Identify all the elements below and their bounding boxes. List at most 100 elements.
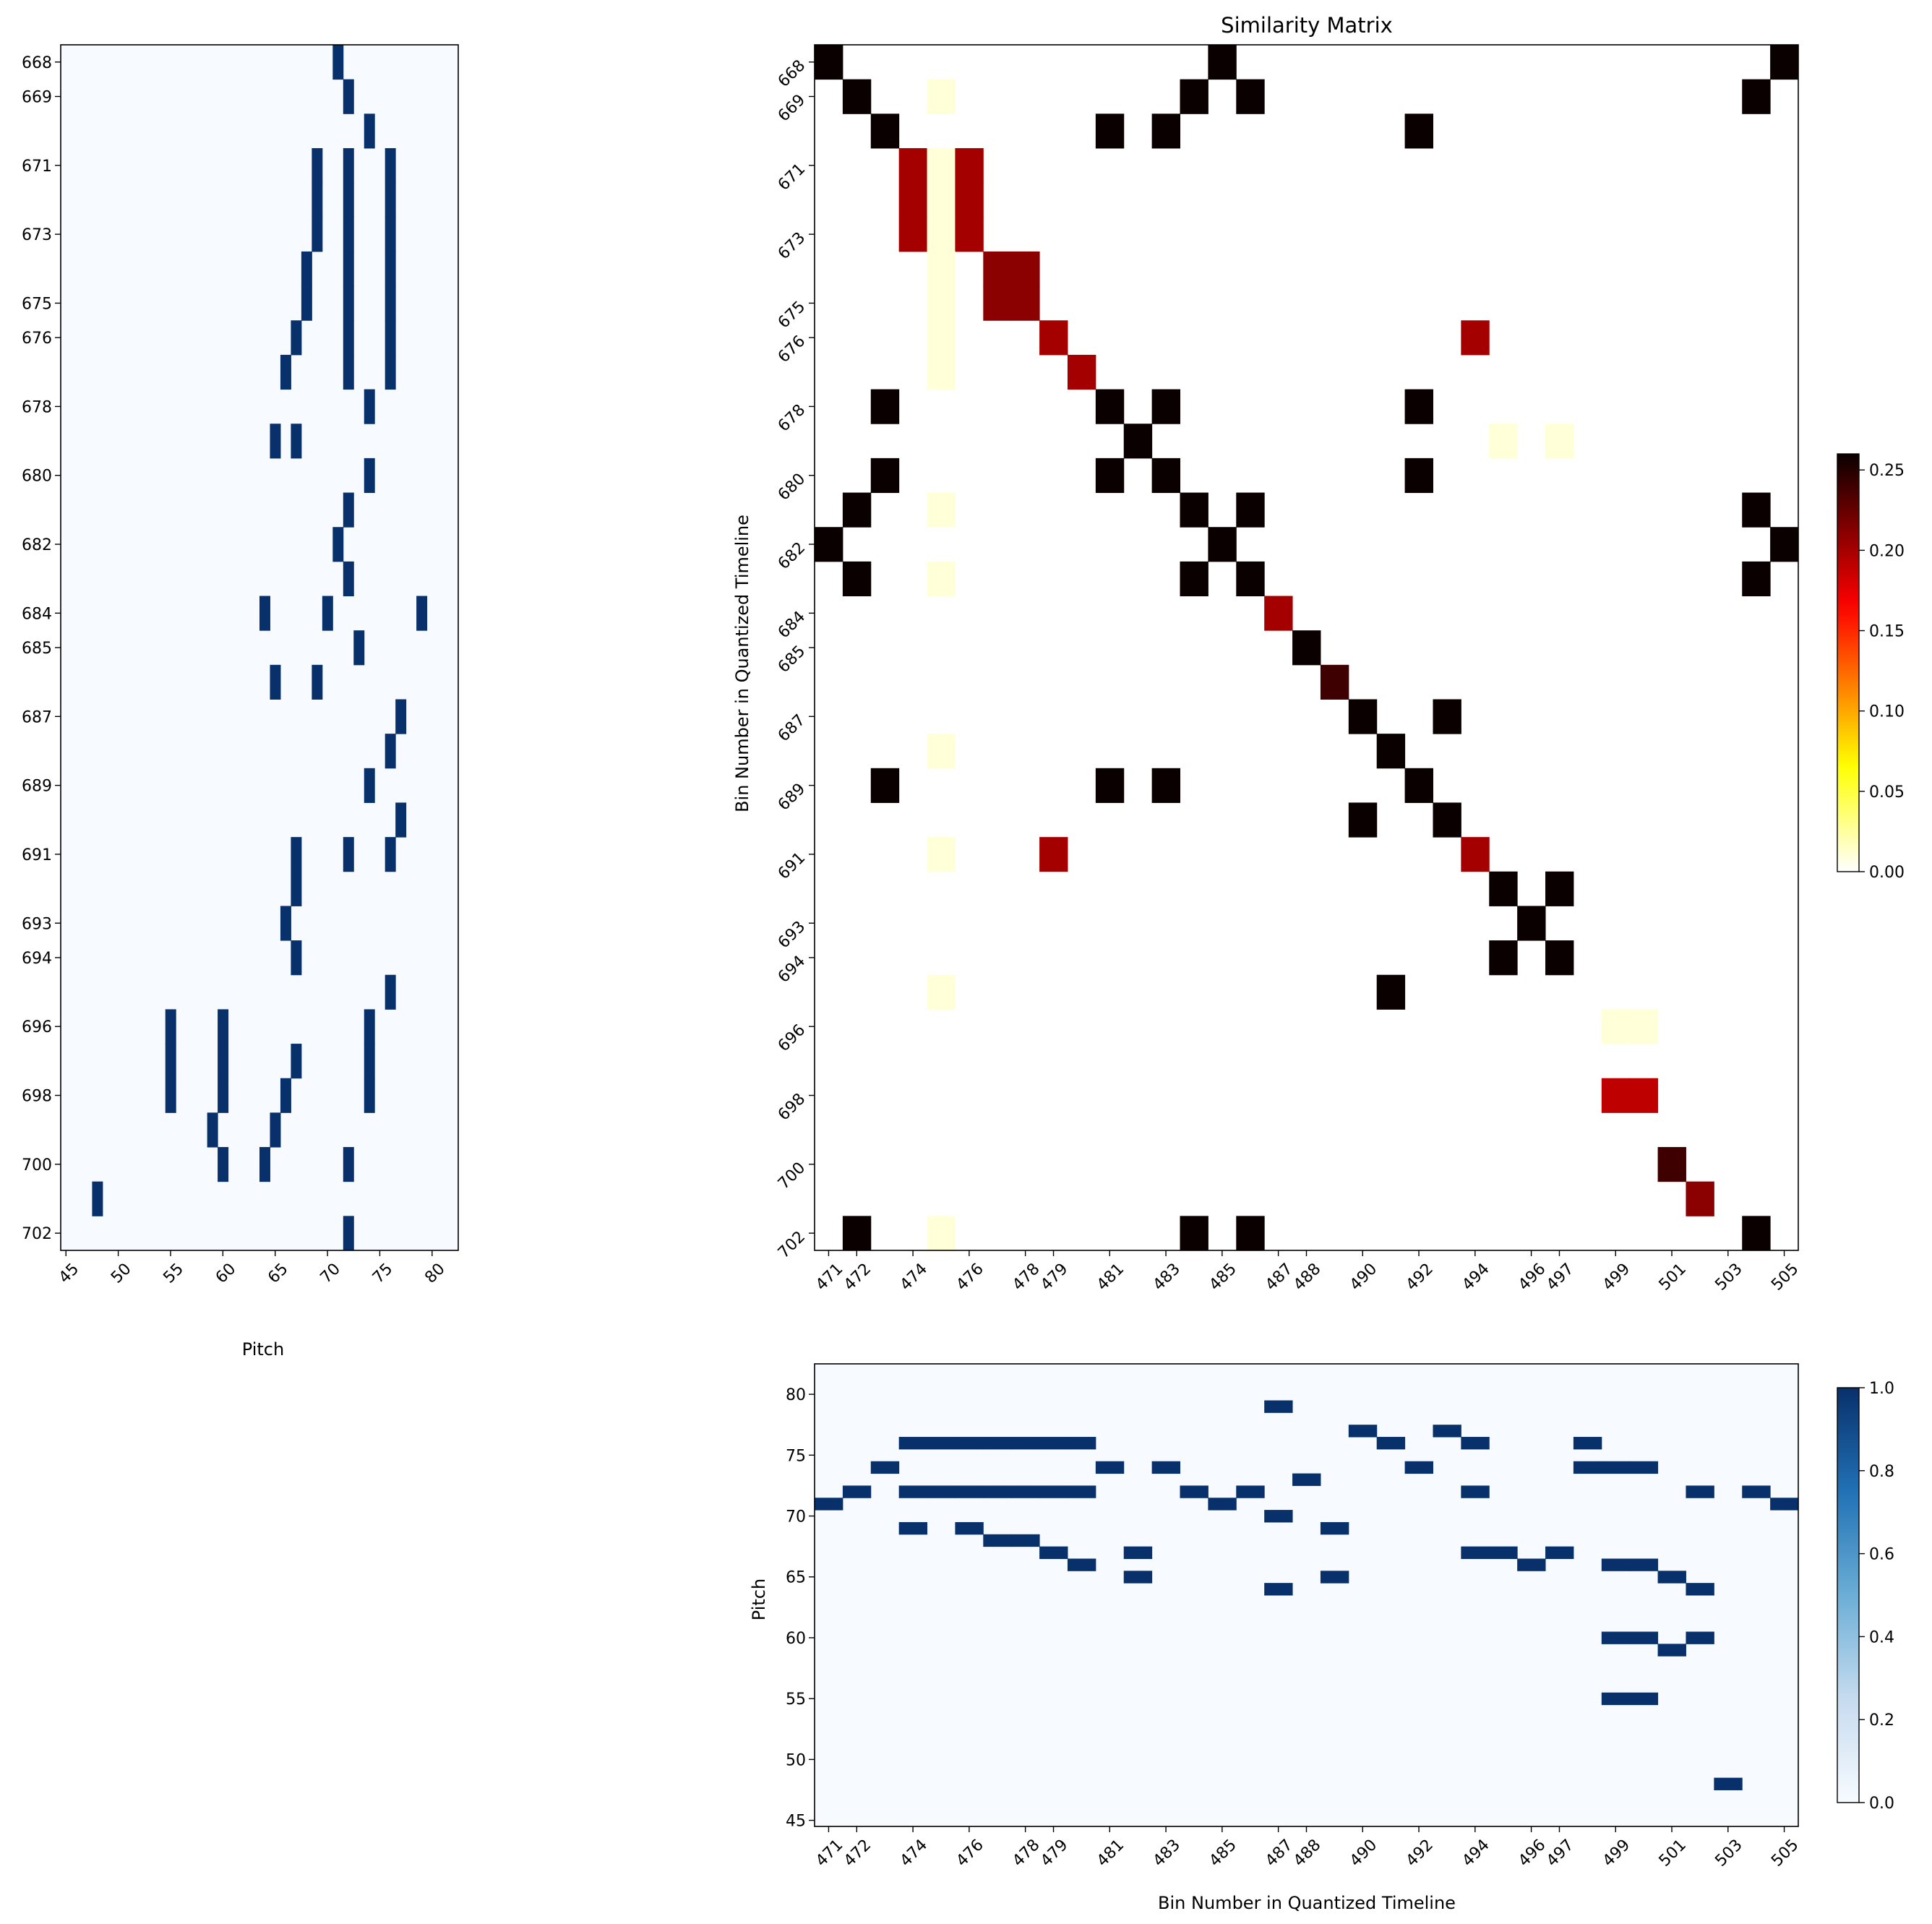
pitch-cell [343,354,354,390]
pitch-cell [280,354,291,390]
pitch-cell [218,1009,229,1044]
pitch-cell [343,1147,354,1182]
pitch-cell [343,182,354,218]
pitch-cell [343,147,354,184]
similarity-cell [1433,802,1461,838]
pitch-cell [1011,1485,1040,1498]
pitch-cell [898,1437,928,1450]
similarity-cell [927,147,956,184]
colorbar-tick-label: 0.2 [1869,1712,1894,1730]
similarity-cell [927,561,956,597]
colorbar-tick-label: 0.6 [1869,1546,1894,1564]
colorbar-tick-label: 0.0 [1869,1795,1894,1813]
pitch-cell [364,113,375,149]
pitch-cell [1517,1558,1546,1571]
similarity-cell [1180,79,1208,114]
colorbar-tick-label: 0.25 [1869,462,1905,480]
pitch-cell [291,1044,302,1079]
pitch-cell [1348,1425,1378,1438]
similarity-cell [842,492,872,528]
similarity-cell [1489,871,1518,906]
similarity-cell [1601,1009,1631,1044]
pitch-cell [343,1216,354,1251]
pitch-cell [270,424,281,459]
similarity-cell [1742,492,1771,528]
y-tick-label: 693 [22,915,52,933]
similarity-cell [1095,458,1125,494]
pitch-cell [1039,1546,1068,1559]
y-tick-label: 675 [22,295,52,313]
similarity-cell [1629,1009,1659,1044]
pitch-cell [1292,1473,1321,1486]
pitch-colorbar: 0.0 0.2 0.4 0.6 0.8 1.0 [1837,1380,1894,1813]
y-tick-label: 682 [22,536,52,554]
similarity-cell [1517,906,1546,941]
pitch-cell [312,664,323,700]
bottom-plot-area [815,1364,1798,1826]
pitch-cell [1151,1461,1181,1474]
y-tick-label: 671 [22,158,52,176]
pitch-cell [165,1078,176,1113]
pitch-cell [1629,1461,1659,1474]
y-tick-label: 698 [22,1088,52,1106]
pitch-cell [301,251,312,287]
bottom-y-axis-label: Pitch [749,1579,769,1620]
similarity-cell [898,147,928,184]
similarity-cell [1292,630,1321,666]
pitch-cell [1657,1571,1686,1584]
similarity-cell [927,354,956,390]
pitch-cell [927,1485,956,1498]
similarity-cell [898,182,928,218]
similarity-colorbar: 0.00 0.05 0.10 0.15 0.20 0.25 [1837,453,1905,882]
similarity-cell [1095,389,1125,424]
similarity-cell [1011,285,1040,321]
pitch-cell [291,424,302,459]
similarity-cell [1742,561,1771,597]
y-tick-label: 70 [786,1508,806,1526]
similarity-cell [1348,699,1378,734]
y-tick-label: 678 [22,398,52,416]
similarity-cell [1489,424,1518,459]
similarity-cell [1545,871,1574,906]
colorbar-tick-label: 0.4 [1869,1628,1894,1646]
pitch-cell [1039,1485,1068,1498]
y-tick-label: 680 [22,468,52,486]
pitch-cell [291,320,302,356]
pitch-cell [291,837,302,872]
pitch-cell [1461,1437,1490,1450]
pitch-cell [1039,1437,1068,1450]
similarity-cell [1151,389,1181,424]
colorbar-gradient [1837,453,1860,872]
similarity-cell [1264,596,1293,631]
similarity-cell [1180,561,1208,597]
pitch-cell [92,1181,103,1216]
pitch-cell [1208,1498,1237,1511]
bottom-x-axis-label: Bin Number in Quantized Timeline [1158,1893,1456,1913]
similarity-cell [927,974,956,1010]
similarity-cell [898,217,928,252]
y-tick-label: 702 [22,1225,52,1243]
similarity-cell [1404,389,1433,424]
y-tick-label: 60 [786,1630,806,1648]
pitch-cell [385,147,396,184]
similarity-cell [1151,768,1181,803]
pitch-cell [1067,1485,1096,1498]
pitch-cell [270,664,281,700]
pitch-cell [1376,1437,1406,1450]
y-tick-label: 80 [786,1386,806,1404]
similarity-cell [1376,734,1406,769]
y-tick-label: 700 [22,1156,52,1174]
similarity-cell [955,182,984,218]
left-plot-area [61,45,458,1250]
similarity-cell [927,492,956,528]
similarity-cell [927,734,956,769]
pitch-cell [983,1534,1012,1547]
similarity-cell [1236,1216,1265,1251]
pitch-cell [1770,1498,1799,1511]
pitch-cell [1461,1546,1490,1559]
similarity-cell [1236,492,1265,528]
similarity-cell [927,251,956,287]
similarity-cell [1208,45,1237,80]
similarity-cell [1404,768,1433,803]
similarity-cell [1489,940,1518,976]
